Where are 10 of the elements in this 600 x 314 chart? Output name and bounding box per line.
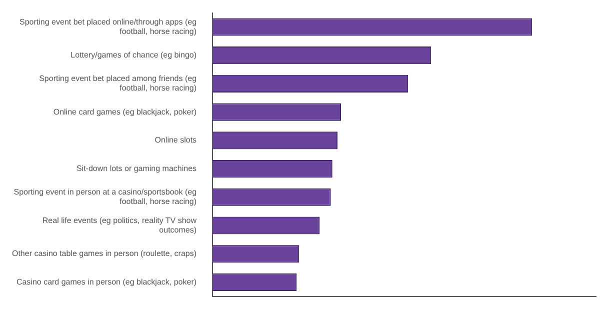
y-tick-label: Online slots xyxy=(154,136,197,145)
y-tick-label: Online card games (eg blackjack, poker) xyxy=(53,107,197,116)
y-tick-label: Real life events (eg politics, reality TV show outcomes) xyxy=(42,216,197,235)
y-tick-label: Lottery/games of chance (eg bingo) xyxy=(70,50,197,60)
y-tick-label: Sit-down lots or gaming machines xyxy=(76,164,197,173)
y-tick-label: Other casino table games in person (roulette, craps) xyxy=(12,249,197,258)
y-tick-label: Casino card games in person (eg blackjack, poker) xyxy=(16,277,197,286)
y-tick-label: Sporting event bet placed among friends (eg football, horse racing) xyxy=(39,74,197,93)
y-tick-label: Sporting event bet placed online/through apps (eg football, horse racing) xyxy=(20,17,197,36)
y-tick-label: Sporting event in person at a casino/sportsbook (eg football, horse racing) xyxy=(14,188,197,206)
